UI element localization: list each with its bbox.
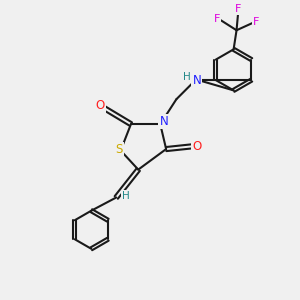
Text: N: N	[159, 115, 168, 128]
Text: N: N	[193, 74, 201, 87]
Text: F: F	[235, 4, 241, 14]
Text: F: F	[214, 14, 220, 24]
Text: S: S	[116, 143, 123, 156]
Text: O: O	[192, 140, 202, 153]
Text: F: F	[253, 17, 260, 27]
Text: O: O	[95, 99, 105, 112]
Text: H: H	[122, 191, 130, 201]
Text: H: H	[183, 72, 191, 82]
